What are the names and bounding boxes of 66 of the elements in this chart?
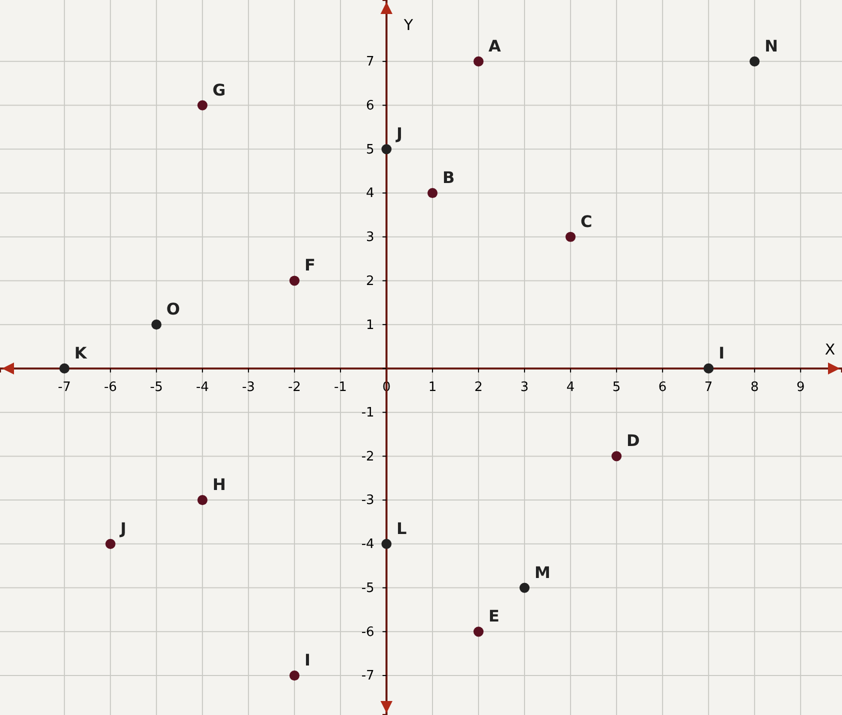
x-tick-label: 3	[520, 380, 529, 396]
y-tick-label: -5	[361, 580, 374, 596]
x-tick-label: -1	[334, 380, 347, 396]
y-tick-label: 1	[366, 318, 374, 333]
point	[519, 582, 530, 593]
series-label: O	[166, 300, 180, 319]
x-tick-label: 7	[704, 380, 713, 396]
x-tick-label: 9	[796, 380, 805, 396]
y-tick-label: -6	[361, 624, 374, 640]
y-tick-label: 7	[366, 54, 374, 70]
y-tick-label: 5	[366, 142, 374, 158]
x-tick-label: 4	[566, 380, 575, 396]
point	[289, 276, 300, 286]
point	[473, 56, 484, 66]
point	[565, 232, 576, 242]
y-tick-label: 6	[366, 98, 374, 114]
series-label: N	[764, 36, 778, 56]
point	[59, 363, 70, 374]
y-tick-label: -3	[361, 493, 374, 508]
y-tick-label: -1	[361, 405, 374, 420]
y-tick-label: 2	[366, 274, 374, 289]
series-label: E	[488, 606, 500, 626]
y-tick-label: 3	[366, 230, 374, 246]
x-tick-label: -4	[196, 380, 209, 396]
x-tick-label: -7	[58, 380, 71, 396]
y-tick-label: -4	[361, 537, 374, 552]
series-label: B	[442, 168, 455, 188]
y-tick-label: -2	[361, 449, 374, 464]
y-axis-title: Y	[402, 16, 414, 34]
x-tick-label: 8	[750, 380, 759, 396]
series-label: C	[580, 212, 592, 231]
x-tick-label: -6	[104, 380, 117, 396]
point	[750, 56, 760, 66]
series-label: I	[718, 343, 725, 362]
x-tick-label: 6	[658, 380, 667, 396]
point	[289, 670, 300, 681]
x-tick-label: 5	[612, 380, 621, 396]
point	[105, 538, 116, 549]
point	[381, 144, 392, 154]
x-tick-label: 2	[474, 380, 483, 396]
series-label: A	[488, 36, 502, 56]
y-tick-label: -7	[361, 668, 374, 684]
point	[381, 538, 392, 549]
point	[197, 100, 208, 110]
series-label: L	[396, 518, 407, 538]
series-label: J	[395, 124, 402, 144]
series-label: J	[119, 518, 126, 538]
point	[704, 363, 714, 374]
point	[197, 495, 208, 506]
series-label: I	[304, 650, 310, 670]
x-tick-label: -2	[288, 380, 301, 396]
x-tick-label: -5	[150, 380, 163, 396]
point	[427, 188, 438, 198]
series-label: D	[626, 431, 640, 450]
series-label: F	[304, 256, 316, 275]
x-tick-label: -3	[242, 380, 255, 396]
x-axis-title: X	[824, 340, 836, 358]
series-label: H	[212, 475, 226, 494]
x-tick-label: 1	[428, 380, 437, 396]
point	[612, 451, 622, 462]
y-tick-label: 4	[366, 186, 374, 202]
point	[473, 626, 484, 637]
point	[151, 320, 162, 330]
series-label: G	[212, 80, 226, 100]
series-label: K	[74, 343, 88, 362]
series-label: M	[534, 562, 550, 582]
